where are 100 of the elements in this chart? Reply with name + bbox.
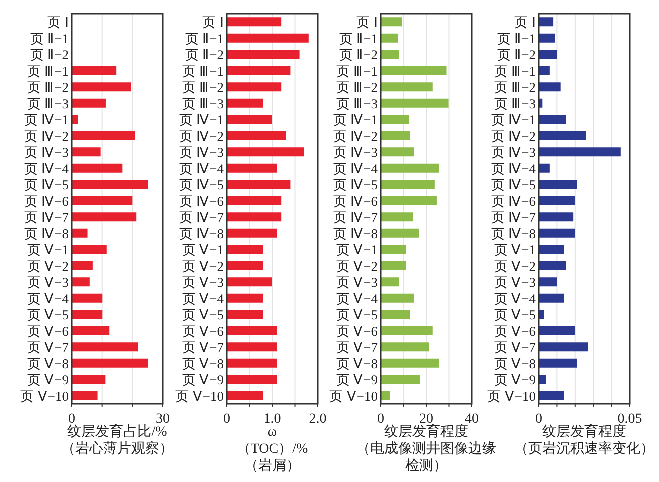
bar	[227, 148, 304, 157]
y-tick-label: 页 Ⅱ−1	[30, 31, 69, 46]
bar	[72, 375, 106, 384]
y-tick-label: 页 Ⅳ−6	[24, 194, 70, 209]
y-tick-label: 页 Ⅲ−2	[494, 80, 536, 96]
bar	[381, 82, 433, 92]
y-tick-label: 页 Ⅲ−3	[336, 96, 378, 112]
y-tick-label: 页 Ⅴ−6	[27, 324, 70, 339]
y-tick-label: 页 Ⅰ	[356, 15, 378, 30]
y-tick-label: 页 Ⅴ−2	[182, 258, 224, 274]
bar	[539, 326, 576, 336]
bar	[72, 228, 88, 238]
y-tick-label: 页 Ⅳ−8	[333, 226, 378, 242]
bar	[539, 164, 550, 173]
y-tick-label: 页 Ⅳ−8	[179, 226, 224, 242]
y-tick-label: 页 Ⅳ−7	[491, 210, 536, 226]
bar	[381, 164, 440, 173]
bar	[539, 261, 566, 270]
bar	[539, 294, 564, 303]
bar	[381, 66, 447, 76]
bar	[539, 358, 578, 368]
x-axis-title: ω（TOC）/%（岩屑）	[236, 425, 308, 474]
bar	[72, 358, 148, 368]
bar	[381, 18, 402, 27]
bar	[539, 148, 621, 157]
bar	[381, 212, 414, 222]
bar	[539, 278, 558, 287]
bar	[381, 358, 440, 368]
y-tick-label: 页 Ⅳ−8	[24, 226, 70, 242]
y-tick-label: 页 Ⅰ	[202, 15, 224, 30]
y-tick-label: 页 Ⅴ−4	[182, 291, 224, 306]
y-tick-label: 页 Ⅳ−1	[179, 112, 224, 128]
y-tick-label: 页 Ⅱ−1	[497, 31, 536, 46]
y-tick-label: 页 Ⅴ−3	[27, 275, 70, 290]
y-tick-label: 页 Ⅴ−5	[494, 308, 536, 323]
bar	[381, 278, 400, 287]
y-tick-label: 页 Ⅴ−7	[494, 340, 536, 356]
bar	[227, 131, 286, 140]
y-tick-label: 页 Ⅴ−7	[336, 340, 378, 356]
y-tick-label: 页 Ⅴ−7	[182, 340, 224, 356]
y-tick-label: 页 Ⅳ−2	[333, 128, 378, 144]
bar	[72, 180, 148, 190]
y-tick-label: 页 Ⅴ−2	[494, 258, 536, 274]
bar	[381, 391, 390, 400]
y-tick-label: 页 Ⅴ−7	[27, 340, 70, 356]
y-tick-label: 页 Ⅳ−5	[333, 178, 378, 193]
y-tick-label: 页 Ⅴ−9	[494, 372, 536, 388]
y-tick-label: 页 Ⅳ−6	[179, 194, 224, 209]
bar	[227, 245, 264, 254]
bar	[227, 342, 278, 352]
y-tick-label: 页 Ⅴ−10	[20, 388, 70, 404]
bar	[381, 261, 406, 270]
bar	[381, 326, 433, 336]
bar	[381, 180, 435, 190]
bar	[381, 342, 430, 352]
y-tick-label: 页 Ⅳ−5	[24, 178, 70, 193]
bar	[227, 358, 278, 368]
bar	[539, 245, 564, 254]
y-tick-label: 页 Ⅱ−2	[497, 48, 536, 63]
y-tick-label: 页 Ⅲ−1	[27, 64, 69, 79]
y-tick-label: 页 Ⅳ−4	[179, 161, 224, 176]
y-tick-label: 页 Ⅰ	[514, 15, 536, 30]
y-tick-label: 页 Ⅴ−1	[494, 242, 536, 258]
y-tick-label: 页 Ⅴ−1	[336, 242, 378, 258]
y-tick-label: 页 Ⅴ−10	[330, 388, 378, 404]
bar	[72, 212, 137, 222]
y-tick-label: 页 Ⅰ	[48, 15, 69, 30]
y-tick-label: 页 Ⅳ−6	[491, 194, 536, 209]
bar	[72, 82, 132, 92]
y-tick-label: 页 Ⅳ−4	[491, 161, 536, 176]
y-tick-label: 页 Ⅴ−4	[336, 291, 378, 306]
bar	[227, 164, 278, 173]
bar	[381, 310, 410, 320]
bar	[381, 148, 414, 157]
y-tick-label: 页 Ⅴ−9	[336, 372, 378, 388]
bar	[72, 391, 98, 400]
y-tick-label: 页 Ⅳ−4	[333, 161, 378, 176]
y-tick-label: 页 Ⅴ−3	[182, 275, 224, 290]
y-tick-label: 页 Ⅳ−3	[24, 145, 70, 160]
x-tick-label: 1.0	[264, 412, 282, 427]
y-tick-label: 页 Ⅴ−8	[27, 356, 70, 372]
bar	[227, 115, 272, 124]
bar	[539, 131, 586, 140]
y-tick-label: 页 Ⅴ−9	[182, 372, 224, 388]
y-tick-label: 页 Ⅲ−3	[182, 96, 224, 112]
y-tick-label: 页 Ⅱ−1	[339, 31, 378, 46]
y-tick-label: 页 Ⅴ−6	[336, 324, 378, 339]
y-tick-label: 页 Ⅴ−3	[336, 275, 378, 290]
y-tick-label: 页 Ⅴ−6	[182, 324, 224, 339]
bar	[539, 196, 576, 206]
y-tick-label: 页 Ⅲ−1	[336, 64, 378, 79]
y-tick-label: 页 Ⅴ−10	[488, 388, 536, 404]
y-tick-label: 页 Ⅳ−3	[491, 145, 536, 160]
bar	[72, 326, 110, 336]
y-tick-label: 页 Ⅳ−3	[179, 145, 224, 160]
y-tick-label: 页 Ⅲ−1	[494, 64, 536, 79]
y-tick-label: 页 Ⅳ−1	[491, 112, 536, 128]
bar	[539, 82, 561, 92]
bar	[227, 326, 278, 336]
y-tick-label: 页 Ⅴ−5	[27, 308, 70, 323]
